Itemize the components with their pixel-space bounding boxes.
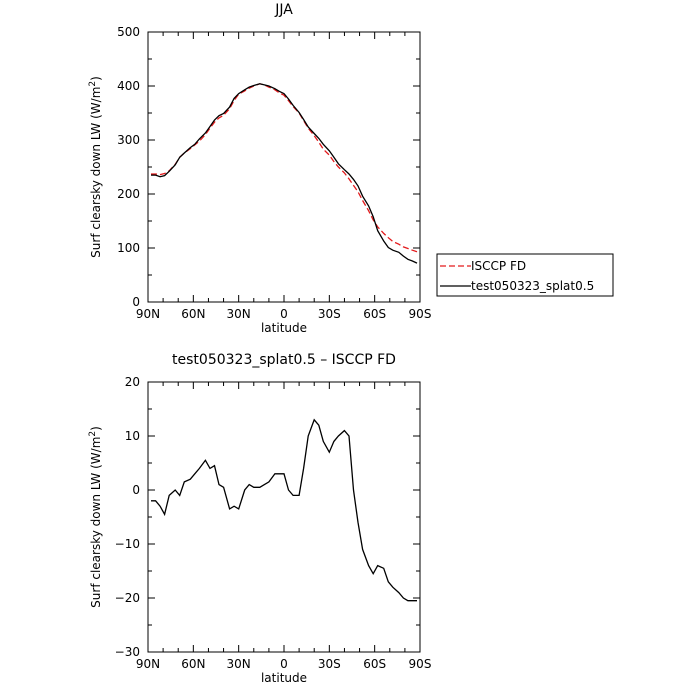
x-tick-label: 90N — [136, 307, 160, 321]
x-tick-label: 90S — [409, 307, 432, 321]
x-tick-label: 60N — [181, 307, 205, 321]
top-panel: 90N 60N 30N 0 30S 60S 90S 0 100 200 300 400 500 JJA la… — [88, 2, 431, 335]
y-axis-label-end: ) — [89, 426, 103, 431]
x-tick-label: 30S — [318, 657, 341, 671]
x-axis-label: latitude — [261, 671, 307, 685]
chart-title: test050323_splat0.5 – ISCCP FD — [172, 352, 396, 368]
y-axis-label-sup: 2 — [88, 431, 98, 437]
x-tick-label: 60S — [363, 307, 386, 321]
y-tick-label: −10 — [115, 537, 140, 551]
legend-label: test050323_splat0.5 — [471, 279, 594, 293]
y-axis-label-main: Surf clearsky down LW (W/m — [89, 87, 103, 258]
legend: ISCCP FD test050323_splat0.5 — [436, 253, 614, 297]
x-tick-label: 60S — [363, 657, 386, 671]
chart-title: JJA — [274, 2, 293, 18]
x-tick-label: 30N — [227, 657, 251, 671]
x-tick-label: 0 — [280, 657, 288, 671]
x-tick-label: 0 — [280, 307, 288, 321]
legend-box — [436, 253, 614, 297]
y-tick-label: 20 — [125, 375, 140, 389]
x-tick-label: 90S — [409, 657, 432, 671]
plot-frame — [147, 31, 421, 303]
bottom-panel: 90N 60N 30N 0 30S 60S 90S −30 −20 −10 0 10 20 test050… — [88, 352, 431, 685]
x-tick-label: 30N — [227, 307, 251, 321]
y-axis-label-sup: 2 — [88, 81, 98, 87]
legend-label: ISCCP FD — [471, 259, 526, 273]
x-tick-label: 30S — [318, 307, 341, 321]
y-tick-label: 200 — [117, 187, 140, 201]
y-tick-label: 500 — [117, 25, 140, 39]
y-tick-label: 400 — [117, 79, 140, 93]
series-line-isccp-fd — [151, 83, 418, 253]
y-tick-label: 0 — [132, 483, 140, 497]
x-axis-label: latitude — [261, 321, 307, 335]
y-axis-label: Surf clearsky down LW (W/m2) — [88, 426, 103, 608]
x-tick-label: 60N — [181, 657, 205, 671]
series-line-test050323-splat0-5 — [151, 83, 418, 264]
y-tick-label: 10 — [125, 429, 140, 443]
y-axis-label-end: ) — [89, 76, 103, 81]
y-tick-label: −20 — [115, 591, 140, 605]
x-tick-label: 90N — [136, 657, 160, 671]
plot-frame — [147, 381, 421, 653]
y-axis-label-main: Surf clearsky down LW (W/m — [89, 437, 103, 608]
y-tick-label: 100 — [117, 241, 140, 255]
y-axis-label: Surf clearsky down LW (W/m2) — [88, 76, 103, 258]
y-tick-label: −30 — [115, 645, 140, 659]
y-tick-label: 300 — [117, 133, 140, 147]
series-line-difference — [151, 418, 417, 602]
y-tick-label: 0 — [132, 295, 140, 309]
